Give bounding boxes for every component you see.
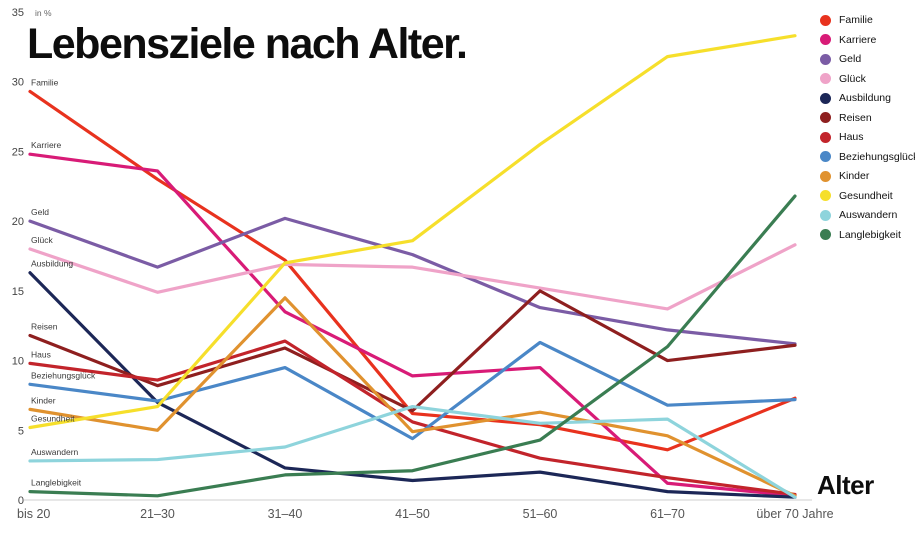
series-line [28,271,797,499]
x-tick-label: 31–40 [268,507,303,521]
legend-label: Langlebigkeit [839,228,901,241]
legend-dot-icon [820,170,831,182]
series-line [28,339,797,497]
legend: Familie Karriere Geld Glück Ausbildung Reisen… [820,14,915,241]
x-axis-title: Alter [817,470,874,500]
legend-label: Gesundheit [839,189,893,202]
y-tick-label: 0 [18,495,24,507]
series-start-label: Auswandern [31,447,79,457]
series-start-label: Ausbildung [31,259,73,269]
legend-label: Glück [839,72,866,85]
series-start-label: Karriere [31,140,62,150]
legend-item: Beziehungsglück [820,151,915,163]
series-line [28,216,797,346]
series-start-label: Reisen [31,321,58,331]
series-line [28,340,797,441]
legend-label: Familie [839,14,873,26]
legend-item: Reisen [820,112,915,124]
legend-dot-icon [820,112,831,123]
legend-dot-icon [820,229,831,240]
y-tick-label: 20 [12,216,24,228]
legend-label: Reisen [839,111,872,124]
legend-item: Langlebigkeit [820,229,915,241]
legend-dot-icon [820,53,831,65]
series-line [28,152,797,498]
series-start-label: Familie [31,77,59,87]
legend-item: Gesundheit [820,190,915,202]
legend-dot-icon [820,131,831,143]
y-tick-label: 5 [18,425,24,437]
page-title: Lebensziele nach Alter. [27,20,468,68]
series-line [28,404,797,499]
series-start-label: Haus [31,349,51,359]
y-tick-label: 35 [12,7,24,19]
y-tick-label: 25 [12,146,24,158]
series-start-label: Beziehungsglück [31,370,96,380]
legend-item: Auswandern [820,209,915,221]
legend-dot-icon [820,34,831,45]
series-start-label: Geld [31,207,49,217]
y-tick-label: 15 [12,286,24,298]
series-line [28,289,797,413]
legend-label: Beziehungsglück [839,150,915,163]
legend-label: Ausbildung [839,92,891,104]
series-line [28,194,797,498]
x-tick-label: 51–60 [523,507,558,521]
x-tick-label: 61–70 [650,507,685,521]
legend-item: Glück [820,73,915,85]
legend-dot-icon [820,92,831,104]
legend-dot-icon [820,151,831,162]
legend-dot-icon [820,14,831,26]
series-start-label: Glück [31,235,53,245]
series-line [28,296,797,498]
series-start-label: Gesundheit [31,413,75,423]
series-start-label: Langlebigkeit [31,478,82,488]
legend-dot-icon [820,190,831,201]
legend-item: Geld [820,53,915,65]
legend-item: Karriere [820,34,915,46]
series-start-label: Kinder [31,395,56,405]
legend-label: Kinder [839,170,870,182]
legend-label: Auswandern [839,209,898,221]
legend-item: Familie [820,14,915,26]
x-tick-label: bis 20 [17,507,50,521]
y-tick-label: 10 [12,356,24,368]
legend-label: Karriere [839,33,877,46]
series-line [28,243,797,311]
series-line [28,34,797,430]
legend-dot-icon [820,73,831,84]
legend-label: Geld [839,53,862,65]
y-axis-unit-label: in % [35,8,52,18]
series-line [28,89,797,452]
legend-item: Ausbildung [820,92,915,104]
legend-dot-icon [820,209,831,221]
y-tick-label: 30 [12,77,24,89]
x-tick-label: über 70 Jahre [756,507,833,521]
x-tick-label: 41–50 [395,507,430,521]
legend-item: Haus [820,131,915,143]
x-tick-label: 21–30 [140,507,175,521]
legend-item: Kinder [820,170,915,182]
legend-label: Haus [839,131,864,143]
